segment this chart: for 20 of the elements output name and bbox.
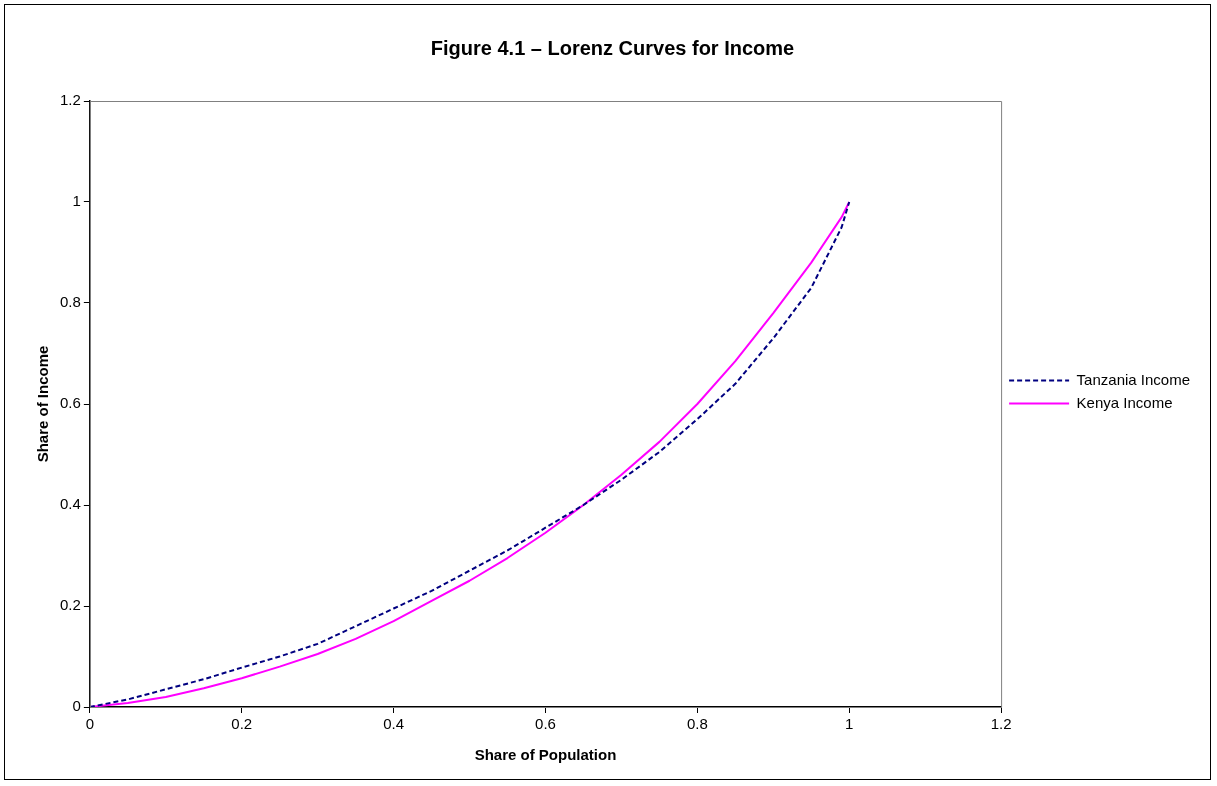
y-tick-label: 1.2 — [59, 91, 81, 109]
y-tick-label: 0.6 — [59, 394, 81, 412]
legend-label: Tanzania Income — [1076, 370, 1191, 388]
x-tick-label: 0.4 — [383, 715, 405, 733]
y-tick-label: 0 — [72, 697, 81, 715]
y-axis-title: Share of Income — [34, 345, 52, 463]
x-tick-label: 1.2 — [990, 715, 1012, 733]
legend-label: Kenya Income — [1076, 393, 1173, 411]
x-tick-label: 0.8 — [686, 715, 708, 733]
line-series — [89, 201, 851, 707]
y-tick-label: 0.2 — [59, 596, 81, 614]
x-tick-label: 0.2 — [231, 715, 253, 733]
x-axis-title: Share of Population — [474, 746, 617, 764]
x-tick-label: 0.6 — [535, 715, 556, 733]
x-tick-label: 0 — [85, 715, 95, 733]
chart-title: Figure 4.1 – Lorenz Curves for Income — [430, 36, 795, 59]
y-tick-label: 1 — [72, 192, 81, 210]
x-tick-label: 1 — [845, 715, 854, 733]
y-tick-label: 0.8 — [59, 293, 81, 311]
y-tick-label: 0.4 — [59, 495, 81, 513]
